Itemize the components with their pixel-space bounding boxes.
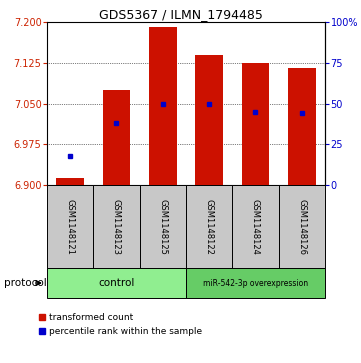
Bar — [186, 268, 325, 298]
Text: miR-542-3p overexpression: miR-542-3p overexpression — [203, 278, 308, 287]
Text: percentile rank within the sample: percentile rank within the sample — [49, 326, 202, 335]
Text: GSM1148126: GSM1148126 — [297, 199, 306, 254]
Bar — [56, 179, 84, 185]
Text: protocol: protocol — [4, 278, 46, 288]
Bar — [140, 185, 186, 268]
Bar — [47, 268, 186, 298]
Text: GSM1148123: GSM1148123 — [112, 199, 121, 254]
Bar — [242, 63, 269, 185]
Bar — [232, 185, 279, 268]
Text: GSM1148125: GSM1148125 — [158, 199, 168, 254]
Text: control: control — [98, 278, 135, 288]
Bar — [47, 185, 93, 268]
Text: GSM1148121: GSM1148121 — [66, 199, 75, 254]
Bar — [93, 185, 140, 268]
Bar — [288, 68, 316, 185]
Bar — [186, 185, 232, 268]
Text: GDS5367 / ILMN_1794485: GDS5367 / ILMN_1794485 — [99, 8, 262, 21]
Bar — [195, 54, 223, 185]
Text: transformed count: transformed count — [49, 313, 133, 322]
Bar — [103, 90, 130, 185]
Bar — [149, 28, 177, 185]
Text: GSM1148122: GSM1148122 — [205, 199, 214, 254]
Text: GSM1148124: GSM1148124 — [251, 199, 260, 254]
Bar — [279, 185, 325, 268]
